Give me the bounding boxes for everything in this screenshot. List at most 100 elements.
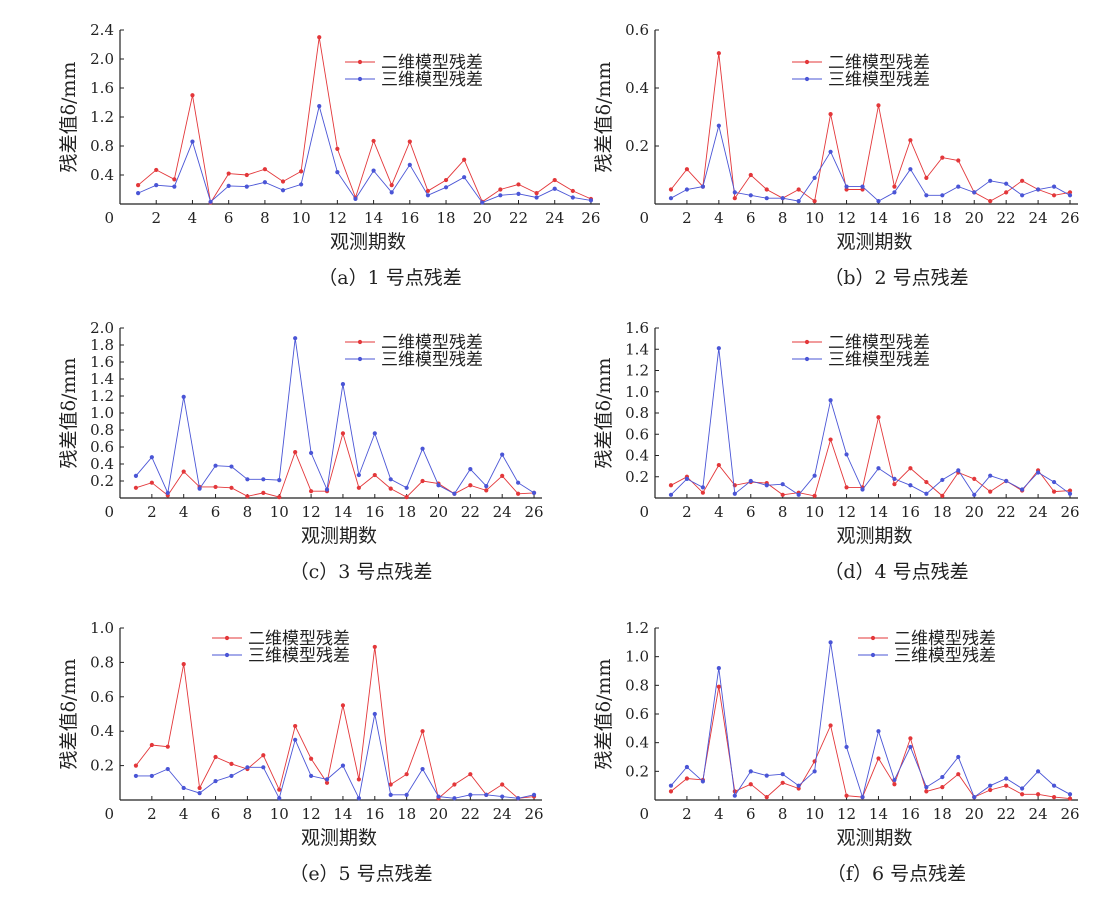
data-point	[908, 138, 913, 143]
data-point	[181, 662, 186, 667]
x-tick-label: 22	[997, 209, 1016, 227]
x-tick-label: 10	[270, 503, 289, 521]
data-point	[988, 473, 993, 478]
legend-label: 三维模型残差	[381, 70, 483, 90]
legend-label: 二维模型残差	[828, 53, 930, 73]
y-axis-title: 残差值δ/mm	[58, 659, 80, 770]
data-point	[498, 193, 503, 198]
legend-label: 三维模型残差	[828, 350, 930, 370]
data-point	[700, 490, 705, 495]
panel-caption: （a）1 号点残差	[318, 267, 461, 289]
legend-label: 二维模型残差	[381, 53, 483, 73]
data-point	[371, 138, 376, 144]
x-tick-label: 8	[778, 503, 788, 521]
x-tick-label: 20	[965, 805, 984, 823]
data-point	[213, 754, 218, 760]
data-point	[407, 139, 412, 144]
data-point	[732, 190, 737, 195]
chart-panel: 0.20.40.60.81.01.21.41.60 2 4 6 8 10 12 14 16 18 2…	[593, 319, 1080, 583]
data-point	[484, 792, 489, 797]
data-point	[468, 772, 473, 777]
data-point	[844, 187, 849, 192]
data-point	[1051, 479, 1057, 485]
data-point	[293, 737, 298, 742]
legend-label: 三维模型残差	[828, 70, 930, 90]
data-point	[812, 175, 817, 180]
data-point	[340, 431, 346, 436]
data-point	[356, 777, 361, 782]
data-point	[353, 196, 358, 202]
x-tick-label: 2	[682, 805, 692, 823]
legend-marker	[357, 59, 363, 65]
legend-label: 二维模型残差	[894, 629, 996, 649]
x-tick-label: 16	[901, 503, 920, 521]
data-point	[340, 703, 346, 708]
legend-marker	[357, 339, 363, 345]
data-point	[844, 485, 849, 490]
x-tick-label: 10	[805, 503, 824, 521]
data-point	[716, 684, 721, 689]
data-point	[262, 180, 268, 185]
chart-panel: 0.20.40.60 2 4 6 8 10 12 14 16 18 20 22 24 26残差值δ/mm观…	[593, 21, 1080, 289]
data-point	[443, 185, 449, 190]
data-point	[181, 469, 186, 474]
data-point	[668, 789, 674, 794]
data-point	[277, 478, 282, 483]
data-point	[732, 793, 737, 798]
x-tick-label: 16	[901, 805, 920, 823]
series-2	[668, 640, 1073, 800]
data-point	[684, 187, 690, 192]
data-point	[197, 791, 202, 796]
data-point	[940, 193, 945, 198]
y-tick-label: 0.2	[625, 468, 649, 486]
x-tick-label: 2	[147, 503, 157, 521]
data-point	[324, 487, 330, 492]
data-point	[764, 187, 769, 192]
y-tick-label: 1.6	[625, 319, 649, 337]
data-point	[924, 789, 929, 794]
x-axis-title: 观测期数	[836, 525, 912, 547]
data-point	[308, 773, 314, 779]
data-point	[796, 492, 801, 497]
data-point	[860, 184, 865, 189]
y-axis-title: 残差值δ/mm	[593, 358, 615, 469]
data-point	[154, 167, 159, 173]
x-tick-label: 12	[302, 805, 321, 823]
data-point	[748, 478, 753, 484]
data-point	[213, 484, 218, 490]
data-point	[389, 183, 394, 188]
data-point	[443, 177, 449, 183]
legend-label: 三维模型残差	[894, 646, 996, 666]
data-point	[280, 179, 286, 184]
data-point	[500, 782, 505, 787]
x-tick-label: 0	[639, 209, 649, 227]
series-1	[668, 415, 1073, 498]
data-point	[988, 489, 993, 494]
y-tick-label: 0.2	[625, 762, 649, 780]
series-2	[668, 123, 1073, 204]
y-tick-label: 0.6	[625, 425, 649, 443]
data-point	[308, 489, 314, 494]
data-point	[876, 103, 881, 108]
data-point	[924, 785, 929, 790]
y-tick-label: 1.2	[625, 619, 649, 637]
data-point	[908, 736, 913, 741]
data-point	[388, 486, 393, 491]
data-point	[244, 172, 249, 178]
legend-label: 二维模型残差	[828, 333, 930, 353]
data-point	[356, 472, 361, 478]
data-point	[796, 199, 801, 204]
data-point	[293, 336, 298, 341]
data-point	[436, 794, 441, 799]
legend-marker	[804, 59, 810, 65]
y-tick-label: 1.8	[90, 336, 114, 354]
data-point	[552, 177, 557, 183]
y-tick-label: 1.4	[90, 370, 114, 388]
y-tick-label: 1.0	[90, 619, 114, 637]
data-point	[452, 782, 457, 787]
data-point	[356, 485, 361, 490]
x-tick-label: 22	[997, 503, 1016, 521]
data-point	[796, 783, 801, 788]
data-point	[356, 796, 361, 801]
data-point	[484, 488, 489, 493]
